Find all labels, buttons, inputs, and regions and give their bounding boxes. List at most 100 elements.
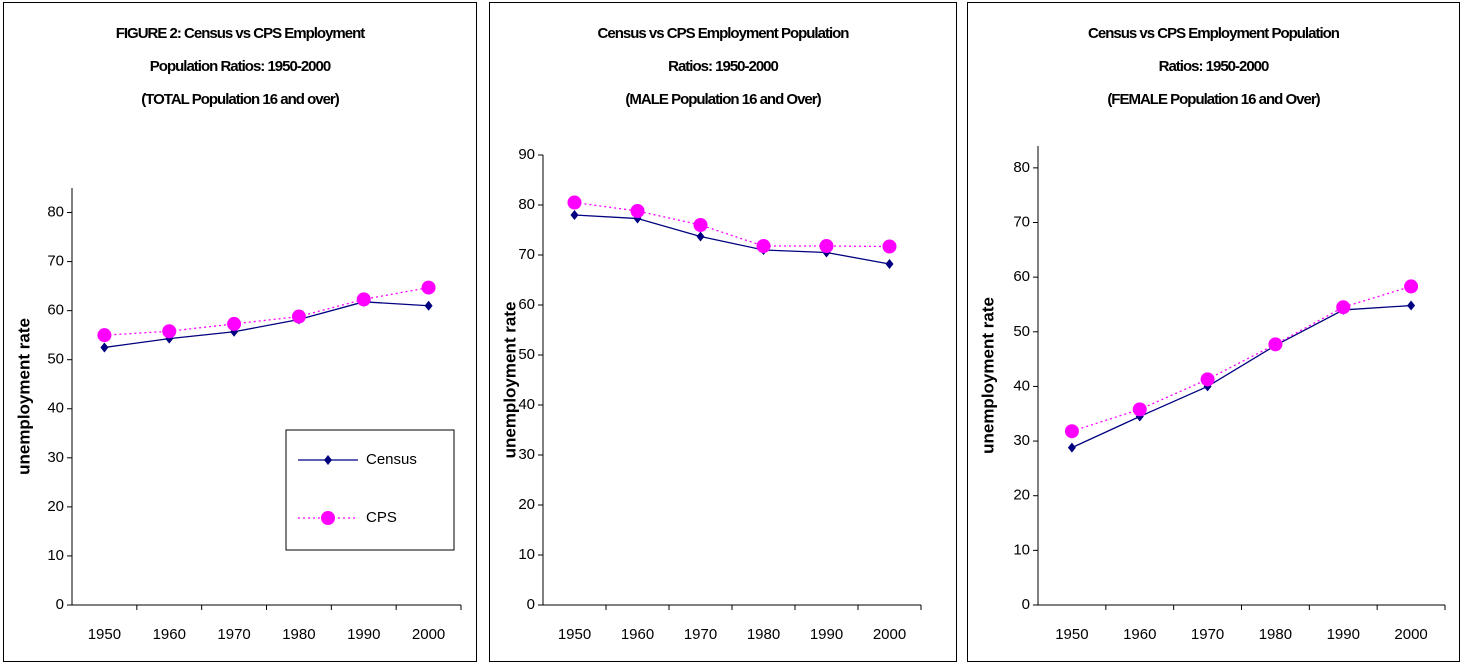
legend: Census CPS — [285, 429, 455, 551]
chart-title: Ratios: 1950-2000 — [1159, 58, 1269, 75]
legend-box — [285, 429, 455, 551]
x-tick-label: 1970 — [1191, 626, 1224, 643]
y-axis-label: unemployment rate — [14, 318, 33, 475]
x-tick-label: 1980 — [1259, 626, 1292, 643]
y-tick-label: 0 — [56, 596, 64, 613]
legend-label: Census — [366, 451, 417, 468]
panel-border — [3, 2, 477, 662]
point — [356, 292, 371, 307]
y-tick-label: 10 — [47, 547, 64, 564]
chart-title: Census vs CPS Employment Population — [598, 25, 850, 42]
y-tick-label: 70 — [47, 253, 64, 270]
y-tick-label: 80 — [518, 196, 535, 213]
y-tick-label: 30 — [47, 449, 64, 466]
point — [291, 309, 306, 324]
y-tick-label: 90 — [518, 146, 535, 163]
point — [1268, 337, 1283, 352]
y-tick-label: 50 — [518, 346, 535, 363]
point — [162, 324, 177, 339]
y-tick-label: 10 — [1013, 541, 1030, 558]
y-tick-label: 30 — [1013, 432, 1030, 449]
legend-label: CPS — [366, 509, 397, 526]
series-line — [1071, 304, 1412, 449]
x-tick-label: 1950 — [1055, 626, 1088, 643]
y-tick-label: 60 — [1013, 268, 1030, 285]
series-line — [574, 201, 890, 248]
chart-panel: Census vs CPS Employment Population Ratio… — [489, 2, 957, 662]
y-axis-label: unemployment rate — [500, 302, 519, 459]
panel-border — [967, 2, 1460, 662]
x-tick-label: 1950 — [88, 626, 121, 643]
chart-title: Ratios: 1950-2000 — [668, 58, 778, 75]
point — [1200, 372, 1215, 387]
x-tick-label: 1970 — [684, 626, 717, 643]
point — [1407, 300, 1416, 311]
legend-marker — [324, 455, 332, 465]
y-tick-label: 60 — [47, 302, 64, 319]
x-tick-label: 2000 — [412, 626, 445, 643]
x-tick-label: 1990 — [810, 626, 843, 643]
x-tick-label: 1990 — [347, 626, 380, 643]
chart-panel: FIGURE 2: Census vs CPS Employment Popula… — [3, 2, 477, 662]
legend-marker — [321, 511, 335, 525]
point — [1067, 442, 1076, 453]
point — [882, 239, 897, 254]
point — [100, 342, 109, 353]
series-line — [104, 301, 429, 349]
y-tick-label: 40 — [518, 396, 535, 413]
x-tick-label: 1950 — [558, 626, 591, 643]
point — [756, 239, 771, 253]
y-tick-label: 30 — [518, 446, 535, 463]
y-tick-label: 70 — [518, 246, 535, 263]
chart-title: FIGURE 2: Census vs CPS Employment — [116, 25, 366, 42]
y-tick-label: 20 — [1013, 487, 1030, 504]
chart-title: (TOTAL Population 16 and over) — [141, 91, 340, 108]
y-tick-label: 50 — [47, 351, 64, 368]
y-axis-label: unemployment rate — [978, 297, 997, 454]
y-tick-label: 80 — [47, 203, 64, 220]
point — [885, 259, 894, 269]
y-tick-label: 70 — [1013, 213, 1030, 230]
y-tick-label: 0 — [1022, 596, 1030, 613]
series-line — [1071, 285, 1412, 432]
y-tick-label: 20 — [47, 498, 64, 515]
series-line — [104, 286, 429, 336]
point — [630, 204, 645, 218]
point — [424, 300, 433, 311]
point — [570, 210, 579, 220]
x-tick-label: 2000 — [873, 626, 906, 643]
x-tick-label: 1960 — [1123, 626, 1156, 643]
x-tick-label: 2000 — [1394, 626, 1427, 643]
point — [97, 328, 112, 343]
x-tick-label: 1980 — [747, 626, 780, 643]
chart-title: (FEMALE Population 16 and Over) — [1107, 91, 1320, 108]
point — [227, 316, 242, 331]
point — [696, 231, 705, 242]
panel-border — [489, 2, 957, 662]
point — [1132, 402, 1147, 417]
series-line — [574, 214, 890, 265]
y-tick-label: 40 — [47, 400, 64, 417]
point — [567, 195, 582, 210]
y-tick-label: 80 — [1013, 159, 1030, 176]
point — [693, 218, 708, 232]
x-tick-label: 1990 — [1327, 626, 1360, 643]
x-tick-label: 1980 — [282, 626, 315, 643]
x-tick-label: 1960 — [621, 626, 654, 643]
chart-title: (MALE Population 16 and Over) — [625, 91, 821, 108]
y-tick-label: 10 — [518, 546, 535, 563]
point — [1404, 279, 1419, 294]
point — [1336, 300, 1351, 315]
x-tick-label: 1960 — [153, 626, 186, 643]
x-tick-label: 1970 — [217, 626, 250, 643]
y-tick-label: 40 — [1013, 377, 1030, 394]
y-tick-label: 20 — [518, 496, 535, 513]
chart-panel: Census vs CPS Employment Population Ratio… — [967, 2, 1460, 662]
point — [819, 239, 834, 253]
point — [1064, 424, 1079, 439]
y-tick-label: 50 — [1013, 323, 1030, 340]
point — [421, 280, 436, 295]
chart-title: Census vs CPS Employment Population — [1088, 25, 1340, 42]
y-tick-label: 0 — [527, 596, 535, 613]
